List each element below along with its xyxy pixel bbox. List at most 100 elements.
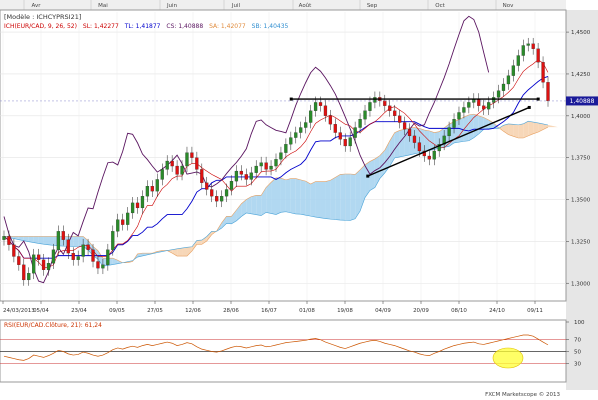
price-panel [0,9,567,302]
month-labels: Avr Mai Juin Juil Août Sep Oct Nov [23,0,514,10]
cloud-segment [315,181,321,218]
candle-body [2,236,6,240]
price-tick-label: 1,4250 [571,72,591,78]
cloud-segment [186,246,192,257]
rsi-line [3,334,549,361]
cloud-segment [38,236,44,245]
cloud-segment [379,150,385,179]
candle-body [195,157,199,170]
cloud-segment [172,248,178,257]
candle-body [393,110,397,116]
cloud-segment [33,236,39,244]
svg-text:ICH(EUR/CAD, 9, 26, 52): ICH(EUR/CAD, 9, 26, 52) SL: 1,42277 TL: … [4,23,289,30]
candle-body [269,165,273,170]
candle-body [234,170,239,182]
candle-body [348,137,352,147]
candle-body [279,152,283,160]
cloud-segment [300,179,306,216]
rsi-tick-label: 70 [574,338,581,344]
trendline[interactable] [367,106,530,177]
trendline-handle[interactable] [536,97,540,101]
candle-body [190,152,194,158]
footer-copyright: FXCM Marketscope © 2013 [485,391,560,398]
candle-body [467,102,471,108]
candle-body [398,115,402,123]
trendline-handle[interactable] [366,174,370,178]
trendlines[interactable] [0,97,566,178]
cloud-segment [28,236,34,243]
cloud-segment [43,236,49,245]
month-label: Juil [231,3,241,9]
candle-body [205,182,209,190]
candle-body [91,249,95,262]
candle-body [46,263,51,270]
candle-body [249,172,253,180]
chikou-line [3,15,490,284]
trendline-handle[interactable] [527,105,531,109]
candle-body [244,174,248,180]
cloud-segment [295,178,301,215]
date-tick-label: 24/03/2013 [3,308,35,314]
candle-body [457,112,461,120]
instrument-label: ICH(EUR/CAD, 9, 26, 52) [4,23,77,30]
cloud-segment [365,161,370,198]
cloud-segment [473,114,479,138]
candle-body [165,160,169,170]
candle-body [121,219,125,225]
candle-body [521,45,525,56]
cloud-segment [340,174,346,221]
rsi-title: RSI(EUR/CAD.Clôture, 21): 61,24 [4,322,102,329]
cloud-segment [533,122,539,134]
cloud-segment [201,236,207,245]
candle-body [447,127,451,137]
candle-body [313,102,318,111]
cloud-segment [394,130,400,158]
cloud-segment [276,177,281,215]
candle-body [308,110,313,123]
cloud-segment [399,129,405,157]
cloud-segment [360,164,366,212]
month-label: Avr [32,3,42,9]
candle-body [175,165,179,175]
cloud-segment [389,132,395,167]
candle-body [106,249,110,265]
candle-body [506,75,511,85]
candle-body [546,82,550,102]
candle-body [432,150,436,160]
month-label: Juin [166,3,178,9]
cloud-segment [350,174,356,221]
candle-body [328,115,333,125]
cloud-segment [468,114,474,141]
trendline-handle[interactable] [289,97,293,101]
candle-body [487,102,491,110]
date-tick-label: 12/06 [185,308,201,314]
sl-value: SL: 1,42277 [83,23,119,30]
month-label: Sep [367,3,378,9]
cloud-segment [310,181,316,218]
cloud-segment [177,248,183,257]
candle-body [239,170,244,175]
cloud-segment [280,178,286,213]
candle-body [56,231,61,250]
candle-body [373,97,377,103]
cloud-segment [73,236,79,247]
cloud-segment [543,123,548,130]
current-price-tag: 1,40888 [566,96,598,106]
candle-body [27,273,31,281]
cloud-segment [221,216,227,229]
tl-value: TL: 1,41877 [124,23,161,30]
rsi-panel [0,319,567,383]
date-tick-label: 08/10 [451,308,467,314]
candle-body [304,122,308,128]
senkou-a-line [4,113,549,264]
ichimoku-lines [3,15,549,284]
candle-body [219,196,224,202]
candle-body [200,169,204,183]
price-tick-label: 1,3000 [571,281,591,287]
month-bar [0,0,566,10]
cloud-segment [256,195,262,216]
cloud-segment [424,130,430,152]
cloud-segment [345,174,351,221]
candle-body [17,256,21,265]
